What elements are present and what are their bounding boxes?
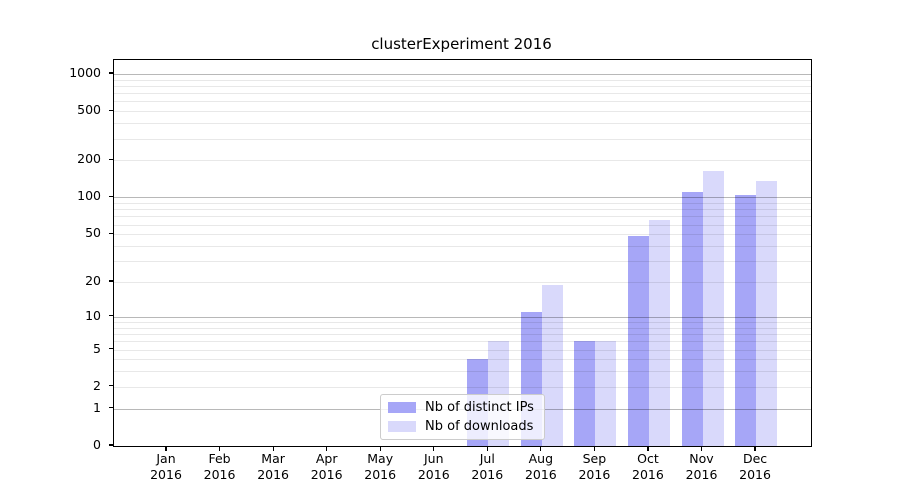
x-tick-mark <box>647 446 649 451</box>
y-tick-label-1: 1 <box>93 399 101 415</box>
bar-ips-dec <box>735 194 757 446</box>
y-tick-mark <box>109 158 113 160</box>
bar-downloads-dec <box>756 181 778 446</box>
x-tick-mark <box>593 446 595 451</box>
x-tick-mark <box>379 446 381 451</box>
legend-swatch-downloads <box>388 421 416 432</box>
x-tick-label-nov: Nov 2016 <box>685 451 718 482</box>
bars-layer <box>114 60 811 446</box>
legend-label-downloads: Nb of downloads <box>425 419 534 434</box>
bar-ips-sep <box>574 341 596 446</box>
x-tick-label-feb: Feb 2016 <box>203 451 236 482</box>
y-tick-label-50: 50 <box>85 225 101 241</box>
y-tick-label-0: 0 <box>93 437 101 452</box>
x-tick-mark <box>272 446 274 451</box>
y-tick-label-2: 2 <box>93 377 101 393</box>
y-tick-label-100: 100 <box>77 188 101 204</box>
y-tick-mark <box>109 347 113 350</box>
legend-label-distinct-ips: Nb of distinct IPs <box>425 400 534 415</box>
x-tick-mark <box>218 446 221 451</box>
x-tick-mark <box>754 446 756 451</box>
legend-swatch-distinct-ips <box>388 402 416 413</box>
x-tick-label-apr: Apr 2016 <box>310 451 343 482</box>
y-tick-mark <box>109 232 113 234</box>
x-tick-label-aug: Aug 2016 <box>524 451 557 482</box>
x-tick-label-jan: Jan 2016 <box>150 451 182 482</box>
bar-downloads-aug <box>541 284 563 446</box>
legend-item-distinct-ips: Nb of distinct IPs <box>388 400 534 415</box>
x-tick-mark <box>165 446 167 451</box>
y-tick-mark <box>109 444 113 446</box>
y-tick-label-500: 500 <box>77 102 101 118</box>
bar-downloads-oct <box>648 220 670 446</box>
y-tick-mark <box>109 72 113 74</box>
y-tick-mark <box>109 315 113 317</box>
x-tick-label-jun: Jun 2016 <box>417 451 450 482</box>
x-tick-mark <box>700 446 703 451</box>
y-tick-mark <box>109 280 113 282</box>
legend: Nb of distinct IPs Nb of downloads <box>380 394 545 440</box>
y-tick-mark <box>109 195 113 198</box>
x-tick-label-sep: Sep 2016 <box>578 451 611 482</box>
bar-downloads-nov <box>702 171 724 446</box>
x-tick-label-may: May 2016 <box>364 451 397 482</box>
x-tick-label-oct: Oct 2016 <box>632 451 664 482</box>
x-tick-mark <box>433 446 435 451</box>
y-tick-label-5: 5 <box>93 340 101 356</box>
x-tick-label-mar: Mar 2016 <box>257 451 289 482</box>
y-tick-label-1000: 1000 <box>69 64 101 80</box>
y-tick-mark <box>109 109 113 111</box>
y-tick-label-200: 200 <box>77 151 101 167</box>
bar-ips-nov <box>681 191 703 446</box>
y-tick-mark <box>109 385 113 387</box>
y-tick-label-20: 20 <box>85 273 101 289</box>
x-tick-label-jul: Jul 2016 <box>471 451 504 482</box>
bar-downloads-sep <box>595 341 617 446</box>
x-tick-mark <box>486 446 488 451</box>
x-tick-label-dec: Dec 2016 <box>739 451 771 482</box>
y-tick-label-10: 10 <box>85 307 101 323</box>
y-tick-mark <box>109 407 113 409</box>
bar-ips-oct <box>627 236 649 446</box>
legend-item-downloads: Nb of downloads <box>388 419 534 434</box>
x-tick-mark <box>540 446 542 451</box>
chart-title: clusterExperiment 2016 <box>371 35 552 53</box>
x-tick-mark <box>326 446 328 451</box>
plot-area: Nb of distinct IPs Nb of downloads <box>113 59 812 447</box>
